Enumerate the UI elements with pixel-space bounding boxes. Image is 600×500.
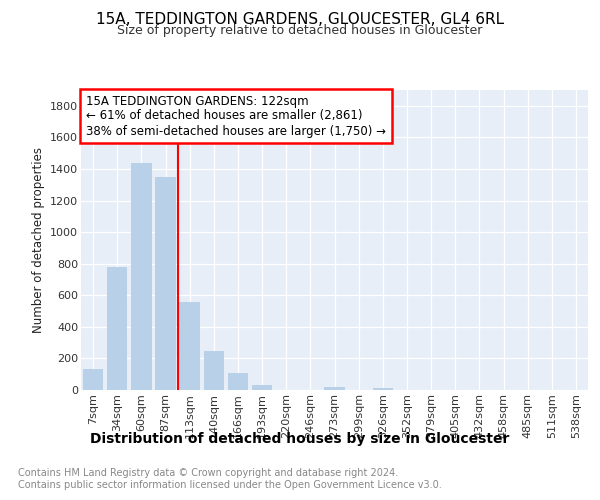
Text: Contains public sector information licensed under the Open Government Licence v3: Contains public sector information licen… [18,480,442,490]
Bar [252,386,272,390]
Bar [324,387,345,390]
Y-axis label: Number of detached properties: Number of detached properties [32,147,44,333]
Bar [179,302,200,390]
Bar [107,267,127,390]
Bar [203,350,224,390]
Text: Size of property relative to detached houses in Gloucester: Size of property relative to detached ho… [118,24,482,37]
Text: 15A, TEDDINGTON GARDENS, GLOUCESTER, GL4 6RL: 15A, TEDDINGTON GARDENS, GLOUCESTER, GL4… [96,12,504,28]
Bar [155,177,176,390]
Bar [373,388,393,390]
Text: 15A TEDDINGTON GARDENS: 122sqm
← 61% of detached houses are smaller (2,861)
38% : 15A TEDDINGTON GARDENS: 122sqm ← 61% of … [86,94,386,138]
Text: Contains HM Land Registry data © Crown copyright and database right 2024.: Contains HM Land Registry data © Crown c… [18,468,398,477]
Bar [83,370,103,390]
Text: Distribution of detached houses by size in Gloucester: Distribution of detached houses by size … [91,432,509,446]
Bar [227,372,248,390]
Bar [131,162,152,390]
